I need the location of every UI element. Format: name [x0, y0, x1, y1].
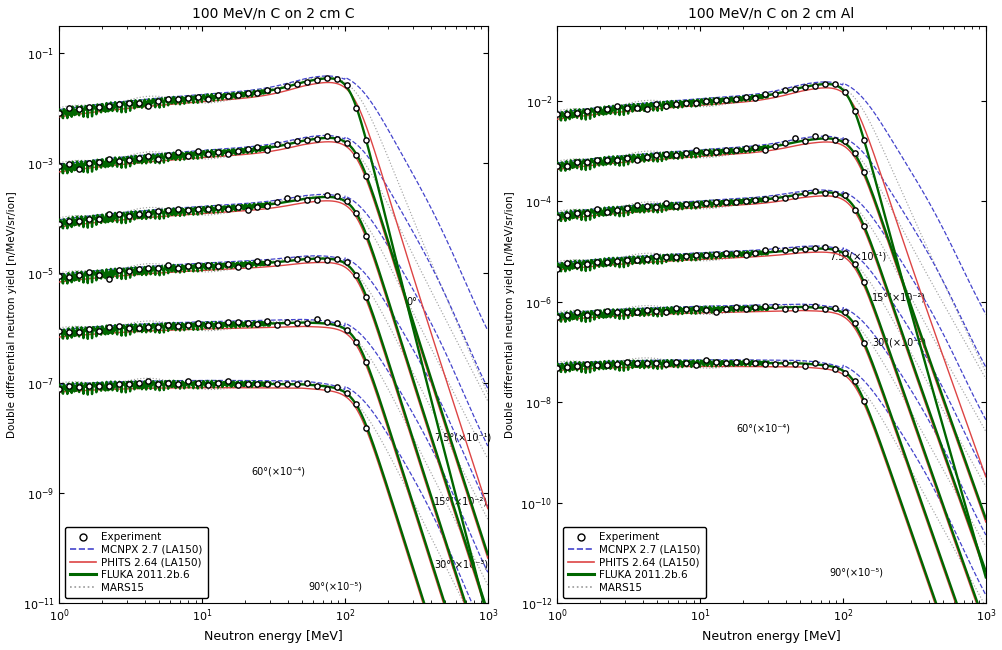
Y-axis label: Double differential neutron yield [n/MeV/sr/ion]: Double differential neutron yield [n/MeV…	[7, 191, 17, 438]
Text: 60°(×10⁻⁴): 60°(×10⁻⁴)	[250, 466, 305, 476]
Legend: Experiment, MCNPX 2.7 (LA150), PHITS 2.64 (LA150), FLUKA 2011.2b.6, MARS15: Experiment, MCNPX 2.7 (LA150), PHITS 2.6…	[64, 527, 207, 598]
Text: 7.5°(×10⁻¹): 7.5°(×10⁻¹)	[829, 251, 886, 261]
Text: 15°(×10⁻²): 15°(×10⁻²)	[434, 497, 488, 506]
Text: 15°(×10⁻²): 15°(×10⁻²)	[872, 292, 925, 302]
Text: 90°(×10⁻⁵): 90°(×10⁻⁵)	[829, 568, 883, 578]
X-axis label: Neutron energy [MeV]: Neutron energy [MeV]	[204, 630, 343, 643]
Legend: Experiment, MCNPX 2.7 (LA150), PHITS 2.64 (LA150), FLUKA 2011.2b.6, MARS15: Experiment, MCNPX 2.7 (LA150), PHITS 2.6…	[562, 527, 704, 598]
Text: 0°: 0°	[406, 296, 417, 307]
Text: 30°(×10⁻³): 30°(×10⁻³)	[872, 338, 925, 348]
Title: 100 MeV/n C on 2 cm Al: 100 MeV/n C on 2 cm Al	[687, 7, 854, 21]
Title: 100 MeV/n C on 2 cm C: 100 MeV/n C on 2 cm C	[192, 7, 355, 21]
Text: 30°(×10⁻³): 30°(×10⁻³)	[434, 560, 488, 569]
X-axis label: Neutron energy [MeV]: Neutron energy [MeV]	[701, 630, 840, 643]
Text: 60°(×10⁻⁴): 60°(×10⁻⁴)	[735, 423, 790, 434]
Y-axis label: Double differential neutron yield [n/MeV/sr/ion]: Double differential neutron yield [n/MeV…	[504, 191, 514, 438]
Text: 7.5°(×10⁻¹): 7.5°(×10⁻¹)	[434, 433, 491, 443]
Text: 90°(×10⁻⁵): 90°(×10⁻⁵)	[308, 582, 362, 592]
